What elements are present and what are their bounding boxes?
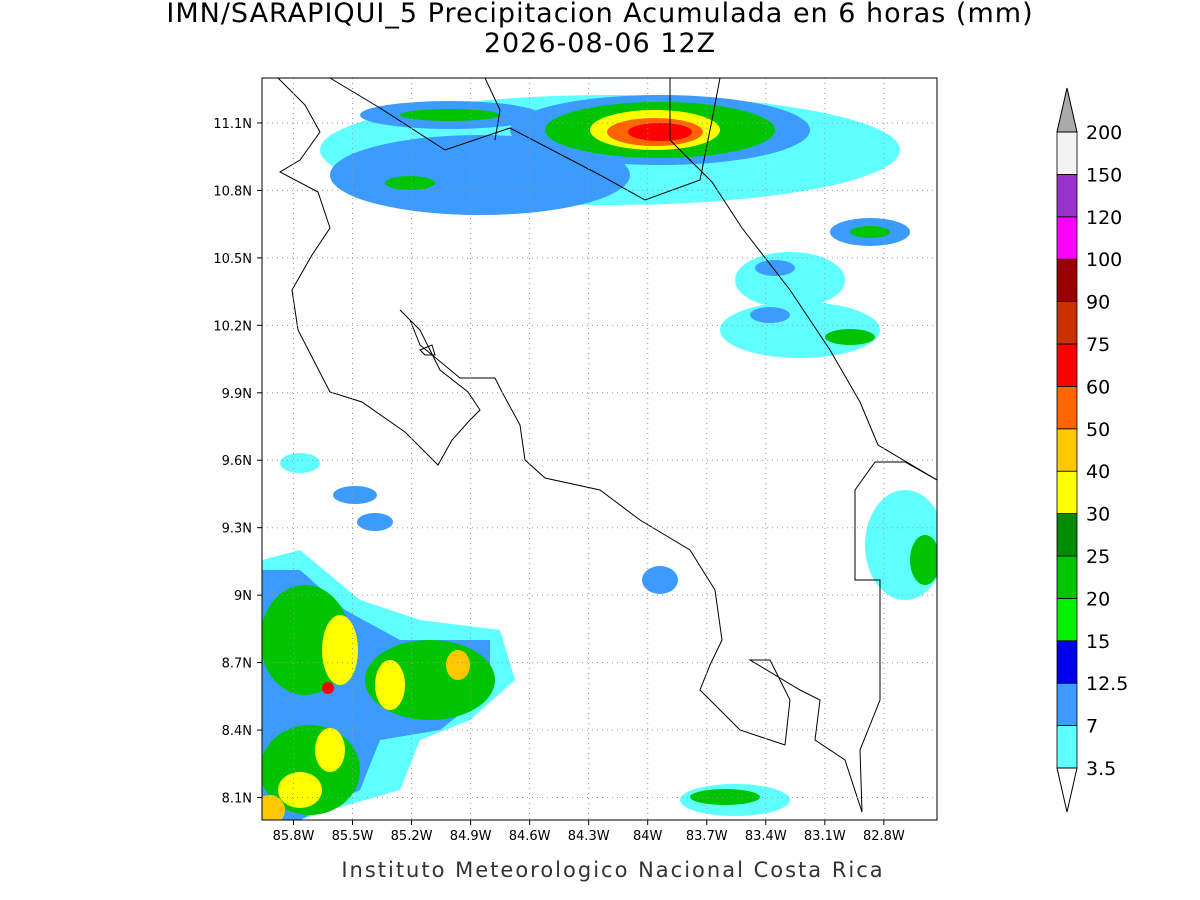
colorbar-label: 3.5 xyxy=(1086,758,1116,780)
precip-field xyxy=(262,95,937,820)
colorbar-label: 100 xyxy=(1086,249,1122,271)
colorbar: 3.5 7 12.5 15 20 25 30 40 50 60 75 90 100 120 150 200 xyxy=(1056,87,1128,813)
x-tick-label: 84.6W xyxy=(509,829,551,844)
map-subtitle: 2026-08-06 12Z xyxy=(484,28,716,59)
colorbar-label: 30 xyxy=(1086,504,1110,526)
colorbar-box xyxy=(1056,428,1078,472)
colorbar-under xyxy=(1056,767,1078,813)
colorbar-label: 50 xyxy=(1086,419,1110,441)
footer: Instituto Meteorologico Nacional Costa R… xyxy=(341,858,884,882)
axes: 85.8W 85.5W 85.2W 84.9W 84.6W 84.3W 84W 83.7W 83… xyxy=(213,78,937,844)
x-tick-label: 85.2W xyxy=(391,829,433,844)
colorbar-label: 25 xyxy=(1086,546,1110,568)
colorbar-box xyxy=(1056,725,1078,769)
y-tick-label: 9.6N xyxy=(222,454,252,469)
y-tick-label: 10.5N xyxy=(213,252,252,267)
colorbar-label: 60 xyxy=(1086,376,1110,398)
colorbar-box xyxy=(1056,598,1078,642)
y-tick-label: 11.1N xyxy=(213,117,252,132)
colorbar-box xyxy=(1056,258,1078,303)
y-tick-label: 8.4N xyxy=(222,724,252,739)
colorbar-label: 12.5 xyxy=(1086,673,1128,695)
colorbar-label: 40 xyxy=(1086,461,1110,483)
y-tick-label: 9N xyxy=(234,589,252,604)
x-tick-label: 84W xyxy=(633,829,663,844)
y-tick-label: 8.1N xyxy=(222,792,252,807)
colorbar-box xyxy=(1056,470,1078,515)
colorbar-label: 200 xyxy=(1086,122,1122,144)
x-tick-label: 84.9W xyxy=(450,829,492,844)
x-tick-label: 83.7W xyxy=(686,829,728,844)
colorbar-label: 150 xyxy=(1086,164,1122,186)
colorbar-box xyxy=(1056,640,1078,684)
y-tick-label: 8.7N xyxy=(222,657,252,672)
colorbar-label: 20 xyxy=(1086,588,1110,610)
x-tick-label: 83.1W xyxy=(804,829,846,844)
y-tick-label: 10.2N xyxy=(213,319,252,334)
x-tick-label: 82.8W xyxy=(863,829,905,844)
colorbar-label: 7 xyxy=(1086,716,1098,738)
colorbar-box xyxy=(1056,216,1078,260)
colorbar-label: 75 xyxy=(1086,334,1110,356)
y-tick-label: 9.3N xyxy=(222,522,252,537)
y-tick-label: 10.8N xyxy=(213,184,252,199)
colorbar-box xyxy=(1056,131,1078,175)
colorbar-label: 120 xyxy=(1086,207,1122,229)
colorbar-box xyxy=(1056,555,1078,599)
x-tick-label: 84.3W xyxy=(568,829,610,844)
x-tick-label: 85.5W xyxy=(332,829,374,844)
y-tick-label: 9.9N xyxy=(222,387,252,402)
colorbar-box xyxy=(1056,682,1078,727)
x-tick-label: 83.4W xyxy=(745,829,787,844)
colorbar-box xyxy=(1056,385,1078,430)
colorbar-label: 90 xyxy=(1086,292,1110,314)
colorbar-box xyxy=(1056,173,1078,218)
colorbar-box xyxy=(1056,343,1078,387)
coastlines xyxy=(277,78,937,813)
colorbar-box xyxy=(1056,301,1078,345)
colorbar-over xyxy=(1056,87,1078,133)
map-title: IMN/SARAPIQUI_5 Precipitacion Acumulada … xyxy=(166,0,1033,29)
x-tick-label: 85.8W xyxy=(273,829,315,844)
colorbar-box xyxy=(1056,513,1078,557)
plot-frame xyxy=(261,77,938,821)
colorbar-label: 15 xyxy=(1086,631,1110,653)
